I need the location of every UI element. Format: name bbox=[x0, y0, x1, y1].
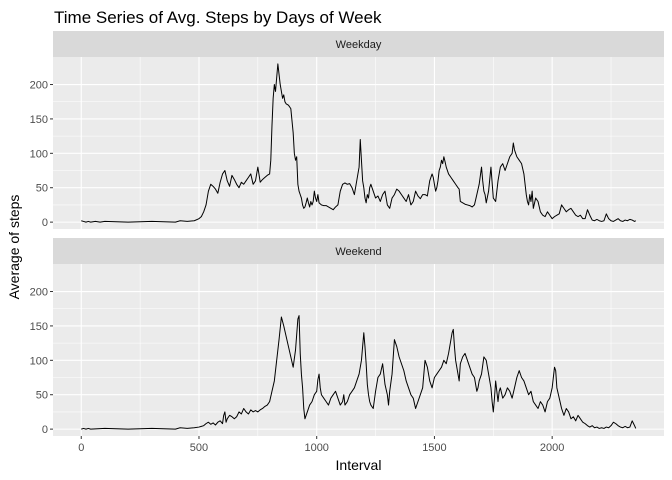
y-tick-label: 100 bbox=[30, 148, 48, 160]
x-axis: 0 500 1000 1500 2000 bbox=[78, 436, 564, 454]
facet-strip bbox=[53, 31, 664, 57]
facet-weekday: Weekday bbox=[53, 31, 664, 229]
x-tick-label: 500 bbox=[190, 442, 208, 454]
x-tick-label: 1500 bbox=[422, 442, 446, 454]
y-tick-label: 0 bbox=[42, 217, 48, 229]
chart-title: Time Series of Avg. Steps by Days of Wee… bbox=[54, 8, 382, 27]
x-tick-label: 0 bbox=[78, 442, 84, 454]
facet-panels: Weekday Weekend bbox=[53, 31, 664, 436]
facet-strip-label: Weekday bbox=[336, 39, 382, 51]
y-tick-label: 200 bbox=[30, 80, 48, 92]
y-tick-label: 150 bbox=[30, 321, 48, 333]
y-tick-label: 100 bbox=[30, 355, 48, 367]
y-tick-label: 150 bbox=[30, 114, 48, 126]
facet-strip-label: Weekend bbox=[335, 246, 381, 258]
y-axis-title: Average of steps bbox=[6, 195, 22, 300]
x-axis-title: Interval bbox=[336, 457, 382, 473]
y-tick-label: 50 bbox=[36, 183, 48, 195]
y-tick-label: 200 bbox=[30, 287, 48, 299]
y-tick-label: 0 bbox=[42, 424, 48, 436]
facet-weekend: Weekend bbox=[53, 238, 664, 436]
facet-strip bbox=[53, 238, 664, 264]
y-tick-label: 50 bbox=[36, 390, 48, 402]
x-tick-label: 2000 bbox=[540, 442, 564, 454]
y-axes: 0 50 100 150 200 0 50 100 150 200 bbox=[30, 80, 53, 436]
panel-background bbox=[53, 264, 664, 436]
series-line-weekend bbox=[81, 315, 637, 430]
x-tick-label: 1000 bbox=[304, 442, 328, 454]
series-line-weekday bbox=[81, 63, 637, 223]
panel-background bbox=[53, 57, 664, 229]
